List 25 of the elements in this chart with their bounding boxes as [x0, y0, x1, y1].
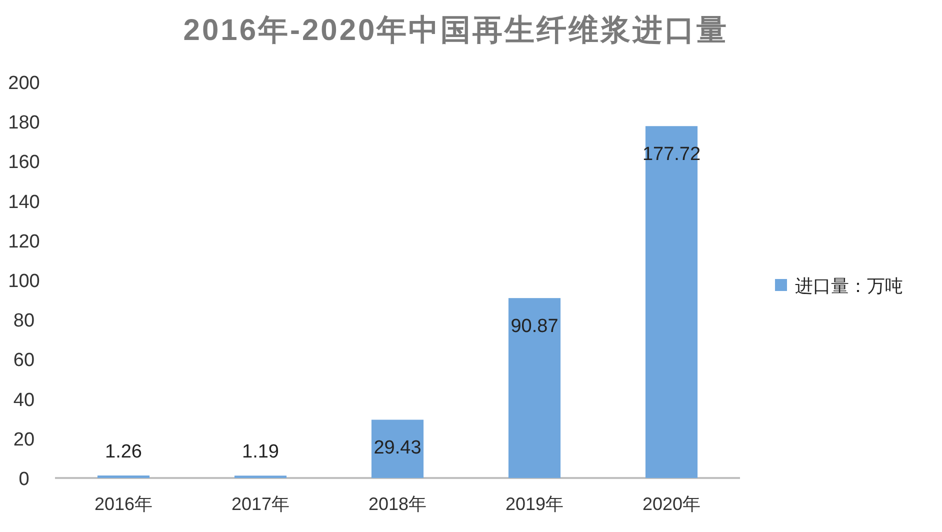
- bar: [371, 420, 424, 478]
- data-label: 1.19: [242, 442, 279, 463]
- x-tick-label: 2019年: [505, 494, 564, 514]
- data-label: 29.43: [374, 438, 422, 459]
- y-tick-label: 120: [8, 231, 40, 252]
- bar: [508, 298, 561, 478]
- data-label: 90.87: [510, 316, 558, 338]
- x-tick-label: 2020年: [642, 494, 701, 514]
- y-tick-label: 60: [13, 350, 35, 372]
- y-tick-label: 140: [8, 192, 40, 213]
- y-tick-label: 180: [8, 112, 40, 134]
- y-tick-label: 200: [8, 73, 40, 94]
- data-label: 1.26: [105, 442, 142, 463]
- chart-title: 2016年-2020年中国再生纤维浆进口量: [183, 13, 729, 47]
- y-tick-label: 20: [13, 429, 35, 450]
- y-tick-label: 100: [8, 271, 40, 292]
- x-tick-label: 2018年: [368, 494, 427, 514]
- y-tick-label: 160: [8, 152, 40, 174]
- y-tick-label: 80: [13, 310, 35, 332]
- legend-label: 进口量：万吨: [795, 276, 903, 296]
- x-tick-label: 2016年: [94, 494, 153, 514]
- x-tick-label: 2017年: [231, 494, 290, 514]
- y-tick-label: 0: [18, 469, 30, 490]
- y-tick-label: 40: [13, 390, 35, 411]
- bar: [645, 126, 698, 478]
